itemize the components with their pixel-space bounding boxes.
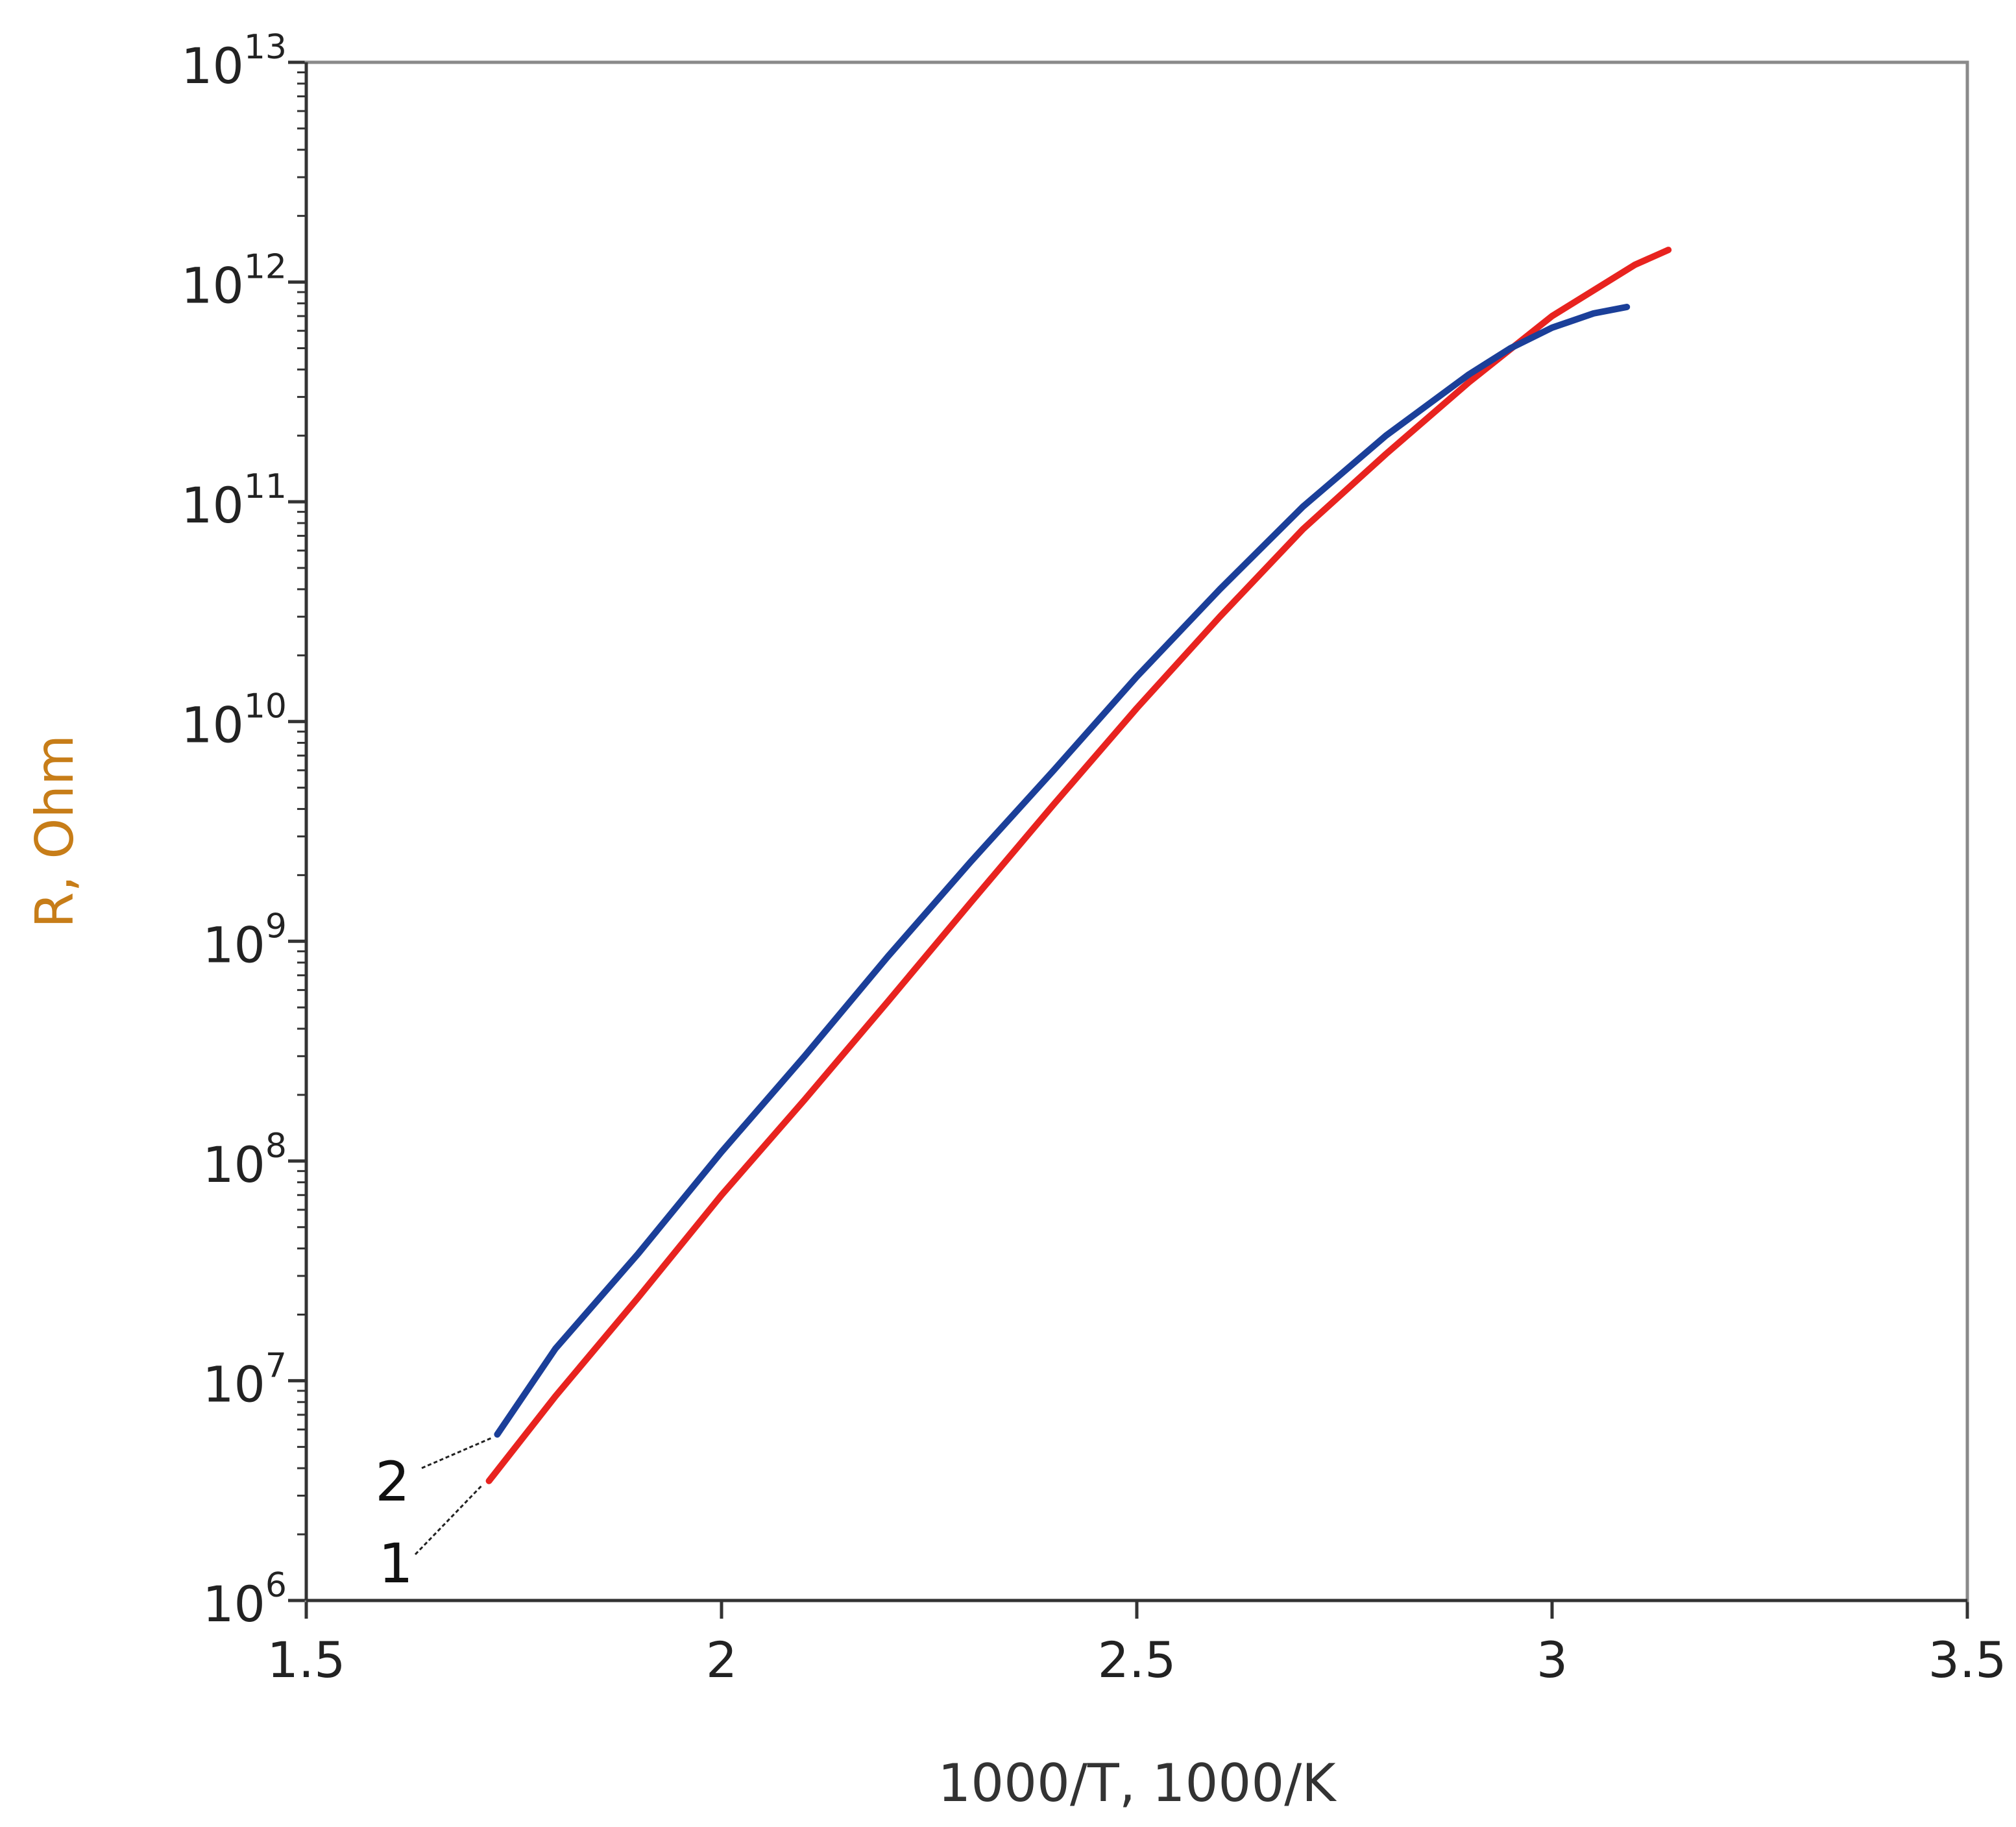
x-tick-label: 3 [1536,1631,1568,1689]
series-line-2 [494,304,1631,1438]
curve-label-1: 1 [378,1532,413,1595]
y-tick-label-base: 10 [181,476,244,534]
y-tick-label: 1012 [181,248,287,315]
y-tick-label-exponent: 10 [244,687,287,726]
x-tick-label: 2.5 [1098,1631,1176,1689]
y-tick-label-base: 10 [181,696,244,754]
y-axis-title: R, Ohm [25,735,85,928]
y-tick-label: 107 [202,1346,287,1413]
y-tick-label: 109 [202,907,287,974]
y-tick-label: 1011 [181,467,287,534]
y-tick-label-exponent: 13 [244,28,287,67]
x-tick-label: 3.5 [1928,1631,2007,1689]
y-tick-label-exponent: 8 [265,1127,287,1166]
y-tick-label-exponent: 7 [265,1346,287,1385]
y-tick-label: 1010 [181,687,287,754]
y-tick-label-base: 10 [202,1575,265,1633]
annotation-layer: 21 [375,1437,491,1595]
x-tick-labels: 1.5 2 2.5 3 3.5 [267,1631,2007,1689]
y-tick-label-exponent: 9 [265,907,287,946]
x-tick-label: 2 [706,1631,737,1689]
y-tick-label: 106 [202,1566,287,1633]
x-tick-label: 1.5 [267,1631,346,1689]
x-axis-title: 1000/T, 1000/K [938,1753,1337,1813]
y-tick-label-base: 10 [202,1355,265,1413]
y-tick-label: 108 [202,1127,287,1194]
y-tick-label-base: 10 [202,1136,265,1194]
y-tick-label-base: 10 [181,257,244,315]
major-ticks [288,60,1969,1619]
series-layer [485,247,1672,1484]
y-tick-label-base: 10 [202,916,265,974]
y-tick-label-exponent: 11 [244,467,287,506]
y-tick-label-exponent: 6 [265,1566,287,1605]
y-tick-label-exponent: 12 [244,248,287,287]
curve-label-2: 2 [375,1450,409,1514]
y-tick-label-base: 10 [181,37,244,95]
leader-line-1 [414,1484,483,1556]
y-tick-label: 1013 [181,28,287,95]
